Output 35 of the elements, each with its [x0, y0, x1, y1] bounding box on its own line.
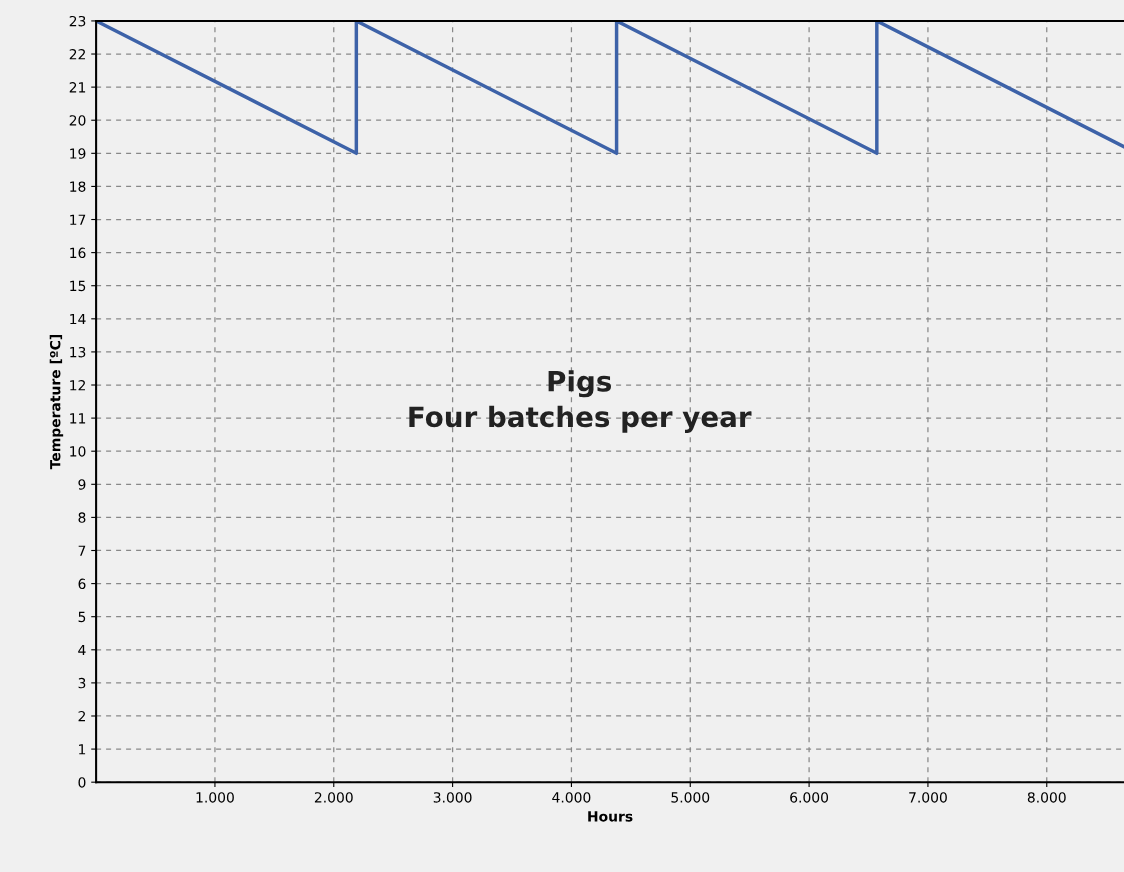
x-tick-label: 4.000: [552, 792, 591, 803]
y-tick-label: 0: [78, 777, 86, 788]
y-tick-label: 15: [70, 280, 86, 292]
y-tick-label: 4: [78, 644, 86, 656]
y-tick-label: 10: [70, 446, 86, 457]
y-tick-label: 6: [78, 578, 86, 590]
y-tick-label: 22: [69, 48, 85, 60]
y-tick-label: 20: [69, 115, 86, 126]
x-tick-label: 8.000: [1027, 792, 1066, 803]
x-axis-title: Hours: [588, 811, 633, 822]
y-tick-label: 3: [78, 677, 86, 689]
y-tick-label: 5: [78, 611, 86, 623]
y-tick-label: 13: [70, 346, 86, 358]
y-tick-label: 2: [78, 710, 85, 722]
y-tick-label: 16: [70, 247, 86, 259]
y-tick-label: 1: [79, 744, 86, 755]
y-tick-label: 7: [78, 545, 86, 556]
x-tick-label: 2.000: [314, 792, 353, 803]
y-tick-label: 23: [69, 15, 86, 27]
x-tick-label: 7.000: [909, 792, 947, 803]
x-tick-label: 1.000: [196, 792, 234, 803]
y-tick-label: 11: [70, 413, 86, 424]
y-tick-label: 18: [70, 181, 86, 192]
x-tick-label: 3.000: [433, 792, 472, 803]
x-tick-label: 6.000: [790, 792, 829, 803]
annotation: Pigs Four batches per year: [409, 370, 752, 433]
y-tick-label: 12: [70, 379, 85, 391]
y-tick-label: 14: [70, 313, 86, 325]
y-axis-title: Temperature [ºC]: [49, 335, 64, 470]
y-tick-label: 8: [78, 512, 86, 523]
y-tick-label: 19: [70, 148, 86, 159]
x-tick-label: 5.000: [671, 792, 710, 803]
y-tick-label: 9: [78, 479, 86, 490]
y-tick-label: 21: [69, 82, 86, 93]
y-tick-label: 17: [70, 214, 86, 225]
